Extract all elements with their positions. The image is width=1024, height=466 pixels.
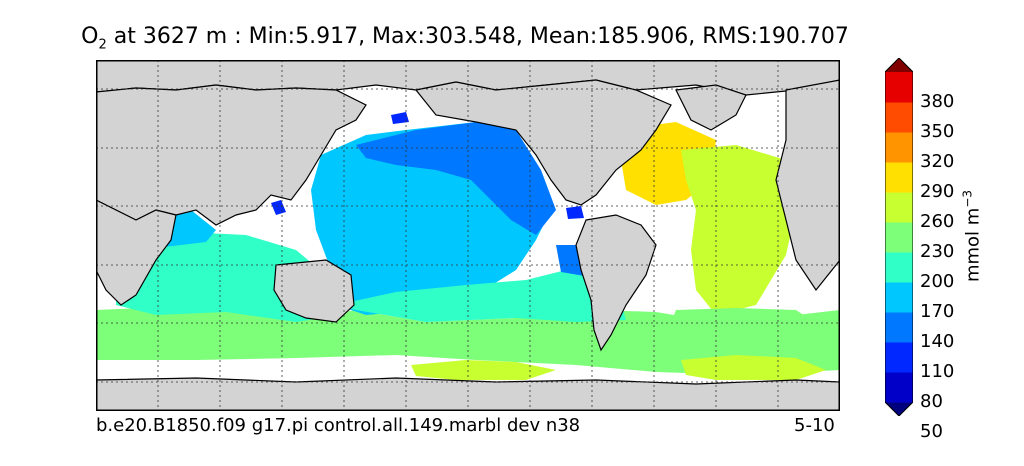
colorbar [885,58,913,416]
units-label: mmol m [962,207,984,283]
colorbar-segment [885,252,913,283]
pacific-south-field [336,270,626,322]
colorbar-segment [885,372,913,403]
title-subscript: 2 [98,37,107,53]
colorbar-segment [885,162,913,193]
australia [273,259,355,323]
colorbar-segment [885,312,913,343]
colorbar-tick-label: 230 [920,241,955,262]
colorbar-tick-label: 140 [920,331,955,352]
ocean-map [96,60,840,411]
alaska-patch [391,112,409,124]
plot-title: O2 at 3627 m : Min:5.917, Max:303.548, M… [0,24,930,52]
colorbar-tick-label: 170 [920,301,955,322]
case-name: b.e20.B1850.f09 g17.pi control.all.149.m… [96,415,581,436]
title-stats: at 3627 m : Min:5.917, Max:303.548, Mean… [106,24,849,49]
south-atlantic-lower [666,308,826,360]
colorbar-segments [885,58,913,416]
ross-sea-field [411,360,556,380]
colorbar-units: mmol m−3 [961,190,984,282]
colorbar-segment [885,102,913,133]
colorbar-tick-label: 80 [920,391,943,412]
africa [96,199,177,306]
colorbar-extend-max [885,58,913,72]
colorbar-segment [885,282,913,313]
colorbar-tick-label: 110 [920,361,955,382]
caribbean-patch [566,206,584,219]
colorbar-tick-label: 380 [920,91,955,112]
year-range: 5-10 [794,415,835,436]
colorbar-extend-min [885,402,913,416]
colorbar-tick-label: 260 [920,211,955,232]
colorbar-segment [885,222,913,253]
colorbar-tick-label: 290 [920,181,955,202]
colorbar-segment [885,72,913,103]
title-variable: O [81,24,99,49]
colorbar-tick-label: 320 [920,151,955,172]
units-exponent: −3 [960,189,975,208]
europe-africa-east [775,79,840,292]
colorbar-tick-label: 350 [920,121,955,142]
colorbar-segment [885,192,913,223]
colorbar-tick-label: 200 [920,271,955,292]
south-america [575,214,657,352]
colorbar-tick-label: 50 [920,421,943,442]
map-frame [96,60,840,411]
colorbar-segment [885,342,913,373]
land-masses [96,60,840,411]
colorbar-segment [885,132,913,163]
atlantic-field [681,145,796,315]
north-america [414,79,672,206]
weddell-field [681,355,826,380]
gridlines [96,60,840,411]
